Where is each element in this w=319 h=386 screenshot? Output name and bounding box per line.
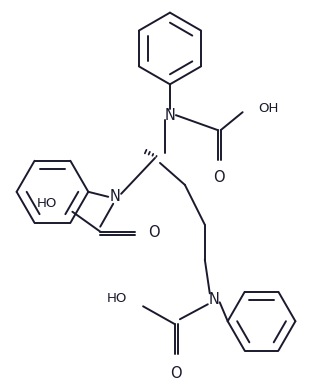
- Text: N: N: [110, 189, 121, 204]
- Text: OH: OH: [259, 102, 279, 115]
- Text: HO: HO: [37, 197, 57, 210]
- Text: HO: HO: [107, 292, 127, 305]
- Text: O: O: [170, 366, 182, 381]
- Text: O: O: [148, 225, 160, 240]
- Text: N: N: [208, 292, 219, 307]
- Text: N: N: [165, 108, 175, 123]
- Text: O: O: [213, 170, 225, 185]
